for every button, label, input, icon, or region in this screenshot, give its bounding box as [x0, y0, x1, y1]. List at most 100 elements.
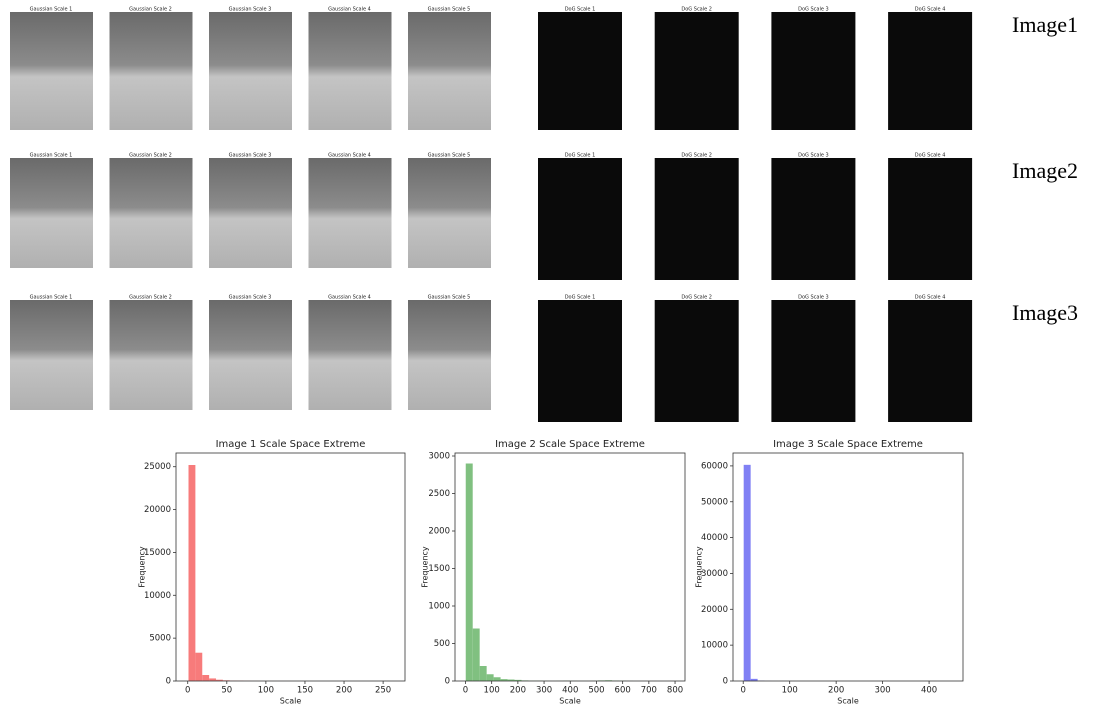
thumb-title: Gaussian Scale 3 [229, 295, 272, 301]
x-tick-label: 250 [375, 686, 391, 696]
y-tick-label: 1000 [428, 602, 450, 612]
thumb-title: Gaussian Scale 4 [328, 295, 371, 301]
thumb-title: Gaussian Scale 5 [428, 153, 471, 159]
bar [480, 666, 487, 681]
thumb-title: DoG Scale 4 [915, 153, 946, 159]
x-tick-label: 700 [641, 686, 657, 696]
x-tick-label: 400 [921, 686, 937, 696]
thumb-title: Gaussian Scale 3 [229, 153, 272, 159]
thumb-title: DoG Scale 4 [915, 7, 946, 13]
figure: Gaussian Scale 1 Gaussian Scale 2 Gaussian… [0, 0, 1096, 705]
thumb-title: Gaussian Scale 1 [30, 153, 73, 159]
y-tick-label: 5000 [149, 634, 171, 644]
x-tick-label: 50 [221, 686, 232, 696]
plot-frame [455, 453, 685, 681]
plot-frame [733, 453, 963, 681]
x-tick-label: 100 [782, 686, 798, 696]
bar [744, 465, 751, 681]
x-tick-label: 200 [828, 686, 844, 696]
dog-image [771, 158, 855, 280]
bar [466, 464, 473, 682]
thumb-title: DoG Scale 1 [565, 153, 596, 159]
thumb-title: Gaussian Scale 2 [129, 153, 172, 159]
y-tick-label: 30000 [701, 569, 728, 579]
bar [195, 653, 202, 681]
dog-image [655, 300, 739, 422]
x-tick-label: 150 [297, 686, 313, 696]
thumb-title: DoG Scale 1 [565, 295, 596, 301]
y-axis-label: Frequency [421, 546, 430, 588]
gaussian-image [408, 158, 491, 268]
y-axis-label: Frequency [695, 546, 704, 588]
thumb-title: DoG Scale 2 [681, 7, 712, 13]
thumb-title: Gaussian Scale 1 [30, 7, 73, 13]
x-axis-label: Scale [837, 697, 859, 705]
thumb-title: DoG Scale 3 [798, 153, 829, 159]
thumb-title: DoG Scale 1 [565, 7, 596, 13]
thumb-title: DoG Scale 4 [915, 295, 946, 301]
thumb-title: Gaussian Scale 4 [328, 153, 371, 159]
dog-image [655, 158, 739, 280]
dog-image [888, 300, 972, 422]
gaussian-image [309, 300, 392, 410]
gaussian-image [408, 300, 491, 410]
y-tick-label: 2500 [428, 489, 450, 499]
gaussian-image [408, 12, 491, 130]
y-tick-label: 10000 [144, 591, 171, 601]
y-tick-label: 50000 [701, 497, 728, 507]
gaussian-image [209, 300, 292, 410]
x-tick-label: 300 [536, 686, 552, 696]
y-tick-label: 20000 [701, 605, 728, 615]
dog-image [771, 12, 855, 130]
thumb-title: Gaussian Scale 5 [428, 295, 471, 301]
y-tick-label: 0 [723, 677, 728, 687]
chart-title: Image 1 Scale Space Extreme [216, 439, 366, 450]
gaussian-image [209, 12, 292, 130]
thumb-title: Gaussian Scale 5 [428, 7, 471, 13]
y-tick-label: 3000 [428, 452, 450, 462]
bar [189, 465, 196, 681]
thumb-title: Gaussian Scale 3 [229, 7, 272, 13]
dog-image [538, 300, 622, 422]
x-tick-label: 800 [667, 686, 683, 696]
thumb-title: Gaussian Scale 4 [328, 7, 371, 13]
gaussian-image [110, 12, 193, 130]
y-tick-label: 1500 [428, 564, 450, 574]
x-tick-label: 0 [741, 686, 746, 696]
x-tick-label: 300 [874, 686, 890, 696]
gaussian-image [10, 12, 93, 130]
x-tick-label: 0 [185, 686, 190, 696]
row-label: Image1 [1012, 12, 1078, 37]
y-tick-label: 60000 [701, 461, 728, 471]
y-tick-label: 2000 [428, 527, 450, 537]
y-tick-label: 0 [166, 677, 171, 687]
dog-image [538, 12, 622, 130]
y-tick-label: 10000 [701, 641, 728, 651]
dog-image [771, 300, 855, 422]
y-axis-label: Frequency [138, 546, 147, 588]
dog-image [888, 158, 972, 280]
gaussian-image [309, 158, 392, 268]
chart-title: Image 2 Scale Space Extreme [495, 439, 645, 450]
gaussian-image [209, 158, 292, 268]
y-tick-label: 15000 [144, 548, 171, 558]
gaussian-image [110, 300, 193, 410]
bar [202, 675, 209, 681]
x-tick-label: 200 [336, 686, 352, 696]
thumb-title: DoG Scale 3 [798, 295, 829, 301]
y-tick-label: 20000 [144, 505, 171, 515]
thumb-title: DoG Scale 3 [798, 7, 829, 13]
x-tick-label: 0 [463, 686, 468, 696]
bar [487, 674, 494, 681]
dog-image [655, 12, 739, 130]
gaussian-image [10, 300, 93, 410]
row-label: Image3 [1012, 300, 1078, 325]
bar [473, 629, 480, 682]
y-tick-label: 0 [445, 677, 450, 687]
dog-image [538, 158, 622, 280]
x-tick-label: 100 [258, 686, 274, 696]
bar [494, 677, 501, 681]
x-axis-label: Scale [559, 697, 581, 705]
gaussian-image [10, 158, 93, 268]
x-tick-label: 600 [615, 686, 631, 696]
